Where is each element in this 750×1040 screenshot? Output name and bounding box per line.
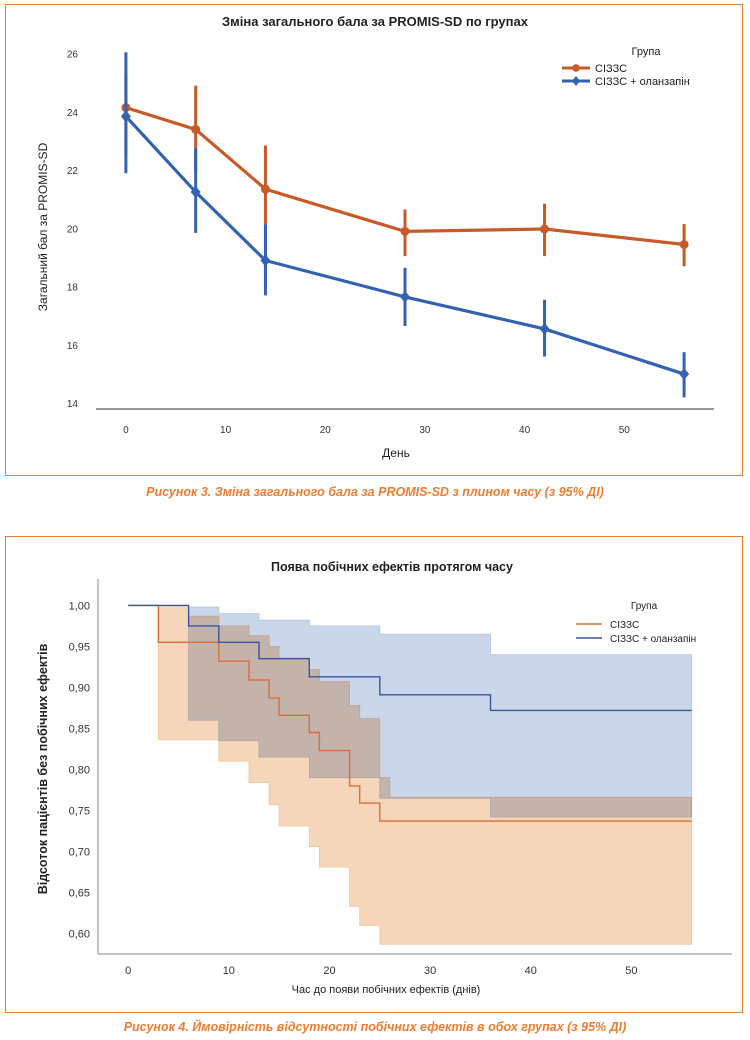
chart2-y-tick-label: 1,00	[69, 600, 90, 612]
chart1-series-line	[125, 106, 685, 247]
chart1-y-tick-label: 24	[67, 108, 79, 119]
chart1-legend-label: СІЗЗС + оланзапін	[595, 76, 690, 88]
chart1-x-tick-label: 30	[419, 425, 431, 436]
chart2-y-tick-label: 0,60	[69, 928, 90, 940]
chart2-x-tick-label: 10	[223, 965, 235, 977]
chart1-data-point	[679, 368, 690, 381]
chart1-y-tick-label: 26	[67, 50, 79, 61]
chart2-x-tick-label: 40	[525, 965, 537, 977]
chart2-y-tick-label: 0,75	[69, 805, 90, 817]
chart1-data-point	[400, 290, 410, 303]
chart1-data-point	[120, 110, 131, 123]
figure-4-panel: Поява побічних ефектів протягом часу 0 10 2…	[5, 536, 743, 1013]
chart2-x-tick-label: 20	[323, 965, 335, 977]
chart2-y-tick-label: 0,90	[69, 682, 90, 694]
chart1-data-point	[190, 186, 201, 199]
chart1-data-point	[260, 184, 270, 194]
chart2-legend-title: Група	[631, 601, 658, 612]
chart2-legend-label: СІЗЗС + оланзапін	[610, 634, 696, 645]
chart2-y-tick-label: 0,80	[69, 764, 90, 776]
chart2-y-tick-label: 0,95	[69, 641, 90, 653]
chart1-legend-label: СІЗЗС	[595, 63, 627, 75]
chart1-x-axis-label: День	[382, 446, 410, 460]
chart2-survival-line	[128, 604, 692, 822]
chart2-survival-line	[128, 604, 692, 712]
figure-3-caption: Рисунок 3. Зміна загального бала за PROM…	[146, 485, 604, 499]
chart1-data-point	[540, 224, 550, 234]
chart1-data-point	[260, 254, 271, 267]
chart2-legend-label: СІЗЗС	[610, 620, 639, 631]
chart1-x-tick-label: 50	[619, 425, 631, 436]
chart1-y-tick-label: 16	[67, 341, 79, 352]
chart2-x-tick-label: 50	[625, 965, 637, 977]
chart1-legend-title: Група	[632, 46, 662, 58]
chart1-data-point	[679, 239, 689, 249]
chart1-y-tick-label: 22	[67, 166, 79, 177]
chart2-x-tick-label: 0	[125, 965, 131, 977]
chart2-y-tick-label: 0,85	[69, 723, 90, 735]
chart1-x-tick-label: 40	[519, 425, 531, 436]
chart1-x-tick-label: 10	[220, 425, 232, 436]
chart2-x-axis-label: Час до появи побічних ефектів (днів)	[292, 984, 481, 996]
chart2-y-tick-label: 0,70	[69, 846, 90, 858]
chart2-title: Поява побічних ефектів протягом часу	[271, 560, 513, 574]
chart2-confidence-band	[188, 606, 693, 818]
figure-4-caption: Рисунок 4. Ймовірність відсутності побіч…	[123, 1020, 627, 1034]
chart1-title: Зміна загального бала за PROMIS-SD по гр…	[222, 14, 529, 29]
chart2-x-tick-label: 30	[424, 965, 436, 977]
chart2-y-axis-label: Відсоток пацієнтів без побічних ефектів	[36, 643, 50, 894]
chart1-x-tick-label: 0	[123, 425, 129, 436]
chart1-series-line	[124, 115, 685, 376]
chart1-y-axis-label: Загальний бал за PROMIS-SD	[36, 142, 50, 311]
promis-sd-line-chart: Зміна загального бала за PROMIS-SD по гр…	[36, 14, 714, 460]
chart1-y-tick-label: 20	[67, 224, 79, 235]
chart1-legend-marker	[572, 64, 580, 72]
chart1-y-tick-label: 14	[67, 399, 79, 410]
chart1-data-point	[400, 226, 410, 236]
chart1-x-tick-label: 20	[320, 425, 332, 436]
chart1-data-point	[191, 124, 201, 134]
chart1-y-tick-label: 18	[67, 283, 79, 294]
chart2-y-tick-label: 0,65	[69, 887, 90, 899]
chart1-data-point	[539, 322, 550, 335]
figure-3-panel: Зміна загального бала за PROMIS-SD по гр…	[5, 4, 743, 476]
chart1-legend-marker	[572, 76, 580, 86]
side-effects-survival-chart: Поява побічних ефектів протягом часу 0 10 2…	[36, 560, 732, 996]
